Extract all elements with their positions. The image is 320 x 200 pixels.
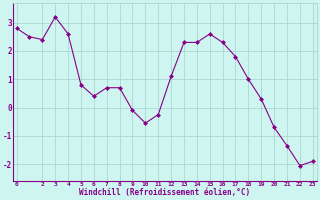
X-axis label: Windchill (Refroidissement éolien,°C): Windchill (Refroidissement éolien,°C) — [79, 188, 250, 197]
